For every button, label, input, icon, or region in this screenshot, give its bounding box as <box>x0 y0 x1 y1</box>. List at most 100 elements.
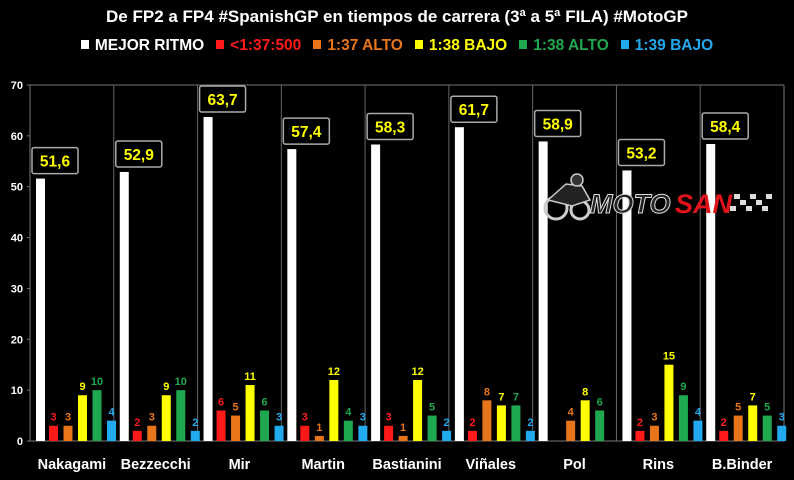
bar-segment <box>442 430 452 441</box>
y-tick-label: 10 <box>11 385 23 397</box>
value-label-box <box>282 117 331 145</box>
category-label: Bastianini <box>372 457 441 473</box>
checkered-square <box>762 206 768 211</box>
bar-segment <box>147 425 157 441</box>
category-label: Bezzecchi <box>121 457 191 473</box>
value-label-mejor-ritmo: 51,6 <box>40 154 71 171</box>
bar-value-label: 7 <box>498 391 504 403</box>
value-label-mejor-ritmo: 63,7 <box>207 92 237 109</box>
legend-swatch <box>414 40 423 49</box>
bar-value-label: 2 <box>527 417 533 429</box>
legend-item: 1:39 BAJO <box>620 37 713 55</box>
value-label-mejor-ritmo: 58,9 <box>543 116 574 133</box>
bar-segment <box>107 420 116 441</box>
bar-mejor-ritmo <box>538 141 548 442</box>
checkered-square <box>746 206 752 211</box>
bar-segment <box>216 410 226 441</box>
bar-segment <box>762 415 772 441</box>
bar-value-label: 3 <box>65 412 71 424</box>
legend: MEJOR RITMO <1:37:500 1:37 ALTO 1:38 BAJO 1:… <box>0 37 794 55</box>
legend-swatch <box>620 40 629 49</box>
bar-segment <box>300 425 310 441</box>
bar-value-label: 3 <box>302 412 308 424</box>
bar-segment <box>748 405 758 441</box>
bar-segment <box>384 425 394 441</box>
bar-segment <box>78 395 87 441</box>
category-label: Pol <box>563 457 586 473</box>
bar-segment <box>413 379 423 441</box>
bar-value-label: 3 <box>779 412 785 424</box>
bar-value-label: 4 <box>695 407 702 419</box>
category-label: Martin <box>301 457 345 473</box>
watermark-logo: MOTO SAN <box>543 173 772 221</box>
checkered-square <box>730 206 736 211</box>
legend-item: <1:37:500 <box>216 37 301 55</box>
checkered-square <box>766 194 772 199</box>
bar-segment <box>190 430 200 441</box>
category-label: Nakagami <box>38 457 107 473</box>
bar-segment <box>329 379 339 441</box>
bar-segment <box>398 435 408 441</box>
bar-segment <box>719 430 729 441</box>
bar-mejor-ritmo <box>706 143 716 441</box>
bar-segment <box>63 425 73 441</box>
y-tick-label: 0 <box>17 436 23 448</box>
bar-segment <box>245 385 255 441</box>
bar-segment <box>635 430 645 441</box>
value-label-mejor-ritmo: 52,9 <box>124 147 155 164</box>
value-label-mejor-ritmo: 61,7 <box>459 102 489 119</box>
bar-value-label: 3 <box>149 412 155 424</box>
bar-segment <box>49 425 58 441</box>
helmet <box>570 173 584 187</box>
bar-value-label: 5 <box>429 402 435 414</box>
bar-segment <box>132 430 142 441</box>
bar-segment <box>511 405 521 441</box>
bar-value-label: 11 <box>244 371 256 383</box>
category-label: Viñales <box>466 457 517 473</box>
bar-value-label: 9 <box>79 381 85 393</box>
bar-segment <box>678 395 688 441</box>
bar-segment <box>161 395 171 441</box>
value-label-box <box>366 112 414 141</box>
legend-swatch <box>519 40 528 49</box>
bar-segment <box>274 425 284 441</box>
bar-value-label: 2 <box>444 417 450 429</box>
value-label-box <box>31 146 79 175</box>
bar-value-label: 4 <box>108 407 115 419</box>
value-label-box <box>617 138 666 167</box>
bar-value-label: 9 <box>680 381 686 393</box>
bar-segment <box>176 390 186 441</box>
bar-segment <box>358 425 368 441</box>
bar-segment <box>566 420 576 441</box>
value-label-mejor-ritmo: 53,2 <box>626 145 656 162</box>
bar-value-label: 7 <box>750 391 756 403</box>
legend-item: 1:38 BAJO <box>414 37 507 55</box>
bar-value-label: 5 <box>232 402 238 414</box>
bar-value-label: 8 <box>582 386 588 398</box>
bar-value-label: 4 <box>345 407 352 419</box>
bar-segment <box>343 420 353 441</box>
bar-value-label: 3 <box>386 412 392 424</box>
bar-segment <box>693 420 703 441</box>
bar-value-label: 2 <box>134 417 140 429</box>
checkered-square <box>740 200 746 205</box>
bar-segment <box>260 410 270 441</box>
bar-segment <box>525 430 535 441</box>
bar-value-label: 5 <box>735 402 741 414</box>
legend-swatch <box>80 40 89 49</box>
bar-segment <box>467 430 477 441</box>
bar-value-label: 2 <box>721 417 727 429</box>
bar-value-label: 6 <box>597 396 603 408</box>
legend-label: <1:37:500 <box>230 37 302 54</box>
bar-segment <box>649 425 659 441</box>
value-label-box <box>198 85 247 113</box>
legend-label: 1:38 ALTO <box>533 37 609 54</box>
bar-mejor-ritmo <box>203 117 213 441</box>
value-label-box <box>115 140 163 168</box>
bar-segment <box>664 364 674 441</box>
y-tick-label: 20 <box>11 334 23 346</box>
bar-segment <box>580 400 590 441</box>
bar-mejor-ritmo <box>622 170 632 441</box>
bar-mejor-ritmo <box>287 149 297 441</box>
legend-swatch <box>216 40 225 49</box>
